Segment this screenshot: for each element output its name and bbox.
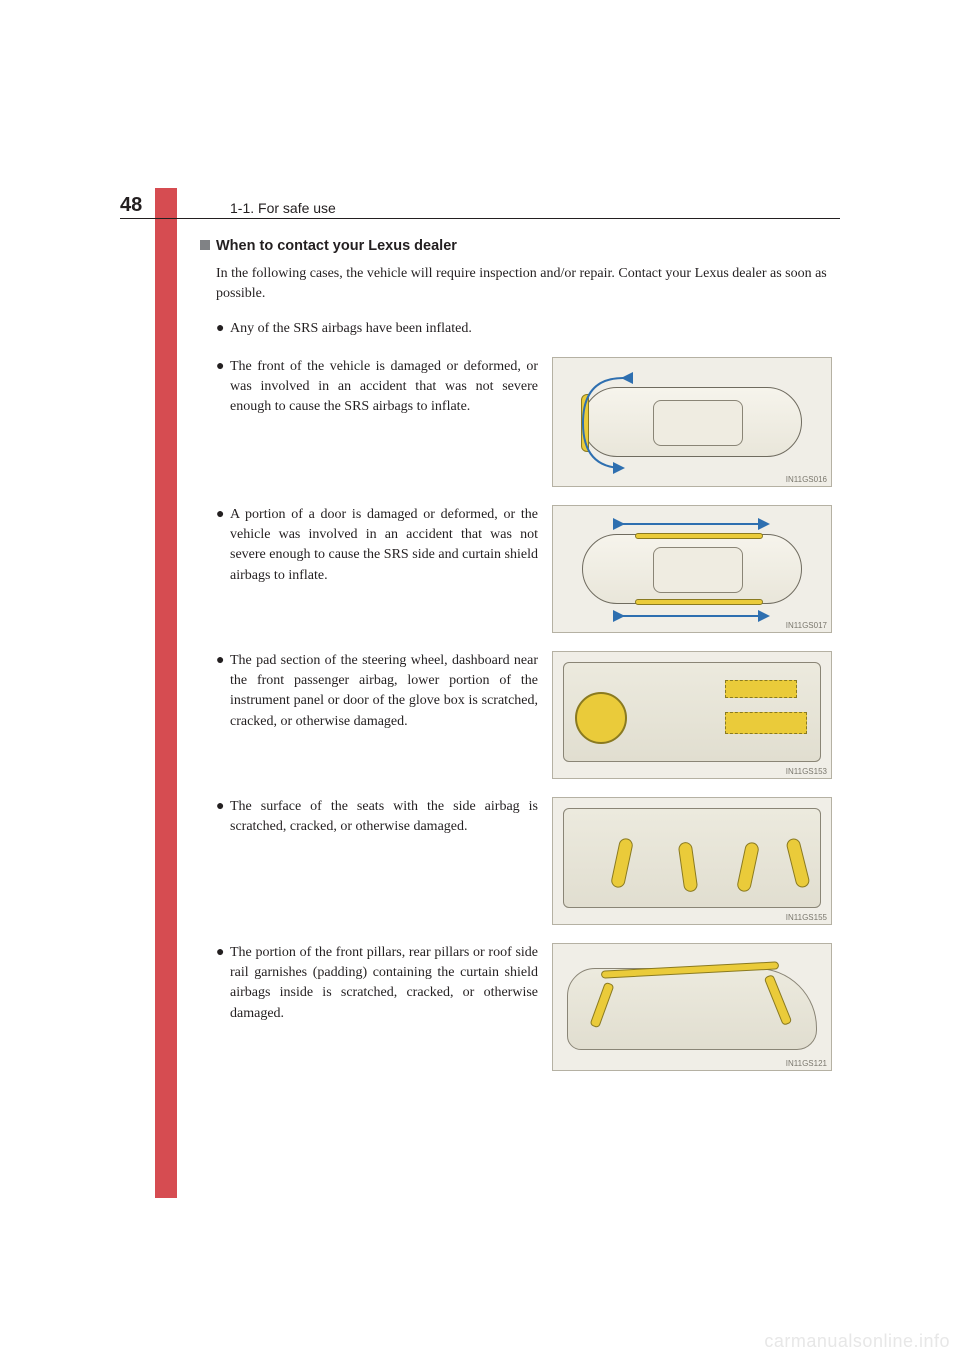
figure-col: IN11GS016: [552, 357, 832, 487]
round-bullet-icon: ●: [216, 797, 230, 817]
manual-page: 48 1-1. For safe use When to contact you…: [0, 0, 960, 1358]
bullet-row: ● The front of the vehicle is damaged or…: [216, 357, 840, 487]
square-bullet-icon: [200, 240, 210, 250]
watermark-text: carmanualsonline.info: [764, 1331, 950, 1352]
round-bullet-icon: ●: [216, 357, 230, 377]
content-area: When to contact your Lexus dealer In the…: [200, 238, 840, 1089]
figure-caption: IN11GS121: [786, 1059, 827, 1068]
section-label: 1-1. For safe use: [230, 200, 336, 216]
figure-seats: IN11GS155: [552, 797, 832, 925]
round-bullet-icon: ●: [216, 651, 230, 671]
passenger-airbag-highlight: [725, 680, 797, 698]
bullet-row: ● A portion of a door is damaged or defo…: [216, 505, 840, 633]
figure-side-impact: IN11GS017: [552, 505, 832, 633]
bullet-text: The surface of the seats with the side a…: [230, 797, 538, 838]
bullet-text: The portion of the front pillars, rear p…: [230, 943, 538, 1024]
figure-caption: IN11GS155: [786, 913, 827, 922]
round-bullet-icon: ●: [216, 943, 230, 963]
figure-caption: IN11GS017: [786, 621, 827, 630]
figure-side-pillars: IN11GS121: [552, 943, 832, 1071]
header-rule: [120, 218, 840, 219]
figure-col: IN11GS121: [552, 943, 832, 1071]
bullet-text: Any of the SRS airbags have been inflate…: [230, 319, 840, 339]
bullet-row: ● Any of the SRS airbags have been infla…: [216, 319, 840, 339]
figure-col: IN11GS017: [552, 505, 832, 633]
bullet-text: The pad section of the steering wheel, d…: [230, 651, 538, 732]
figure-caption: IN11GS153: [786, 767, 827, 776]
bullet-text: The front of the vehicle is damaged or d…: [230, 357, 538, 418]
heading-text: When to contact your Lexus dealer: [216, 238, 457, 254]
side-tab-red: [155, 188, 177, 1198]
bullet-row: ● The surface of the seats with the side…: [216, 797, 840, 925]
figure-col: IN11GS153: [552, 651, 832, 779]
figure-dashboard: IN11GS153: [552, 651, 832, 779]
impact-arrows-icon: [553, 506, 832, 633]
bullet-text: A portion of a door is damaged or deform…: [230, 505, 538, 586]
subsection-heading: When to contact your Lexus dealer: [200, 238, 840, 254]
impact-arrows-icon: [553, 358, 832, 487]
figure-caption: IN11GS016: [786, 475, 827, 484]
figure-front-impact: IN11GS016: [552, 357, 832, 487]
figure-col: IN11GS155: [552, 797, 832, 925]
steering-wheel-highlight: [575, 692, 627, 744]
glovebox-highlight: [725, 712, 807, 734]
bullet-row: ● The pad section of the steering wheel,…: [216, 651, 840, 779]
intro-text: In the following cases, the vehicle will…: [216, 264, 840, 305]
page-number: 48: [120, 194, 142, 217]
round-bullet-icon: ●: [216, 505, 230, 525]
round-bullet-icon: ●: [216, 319, 230, 339]
bullet-row: ● The portion of the front pillars, rear…: [216, 943, 840, 1071]
